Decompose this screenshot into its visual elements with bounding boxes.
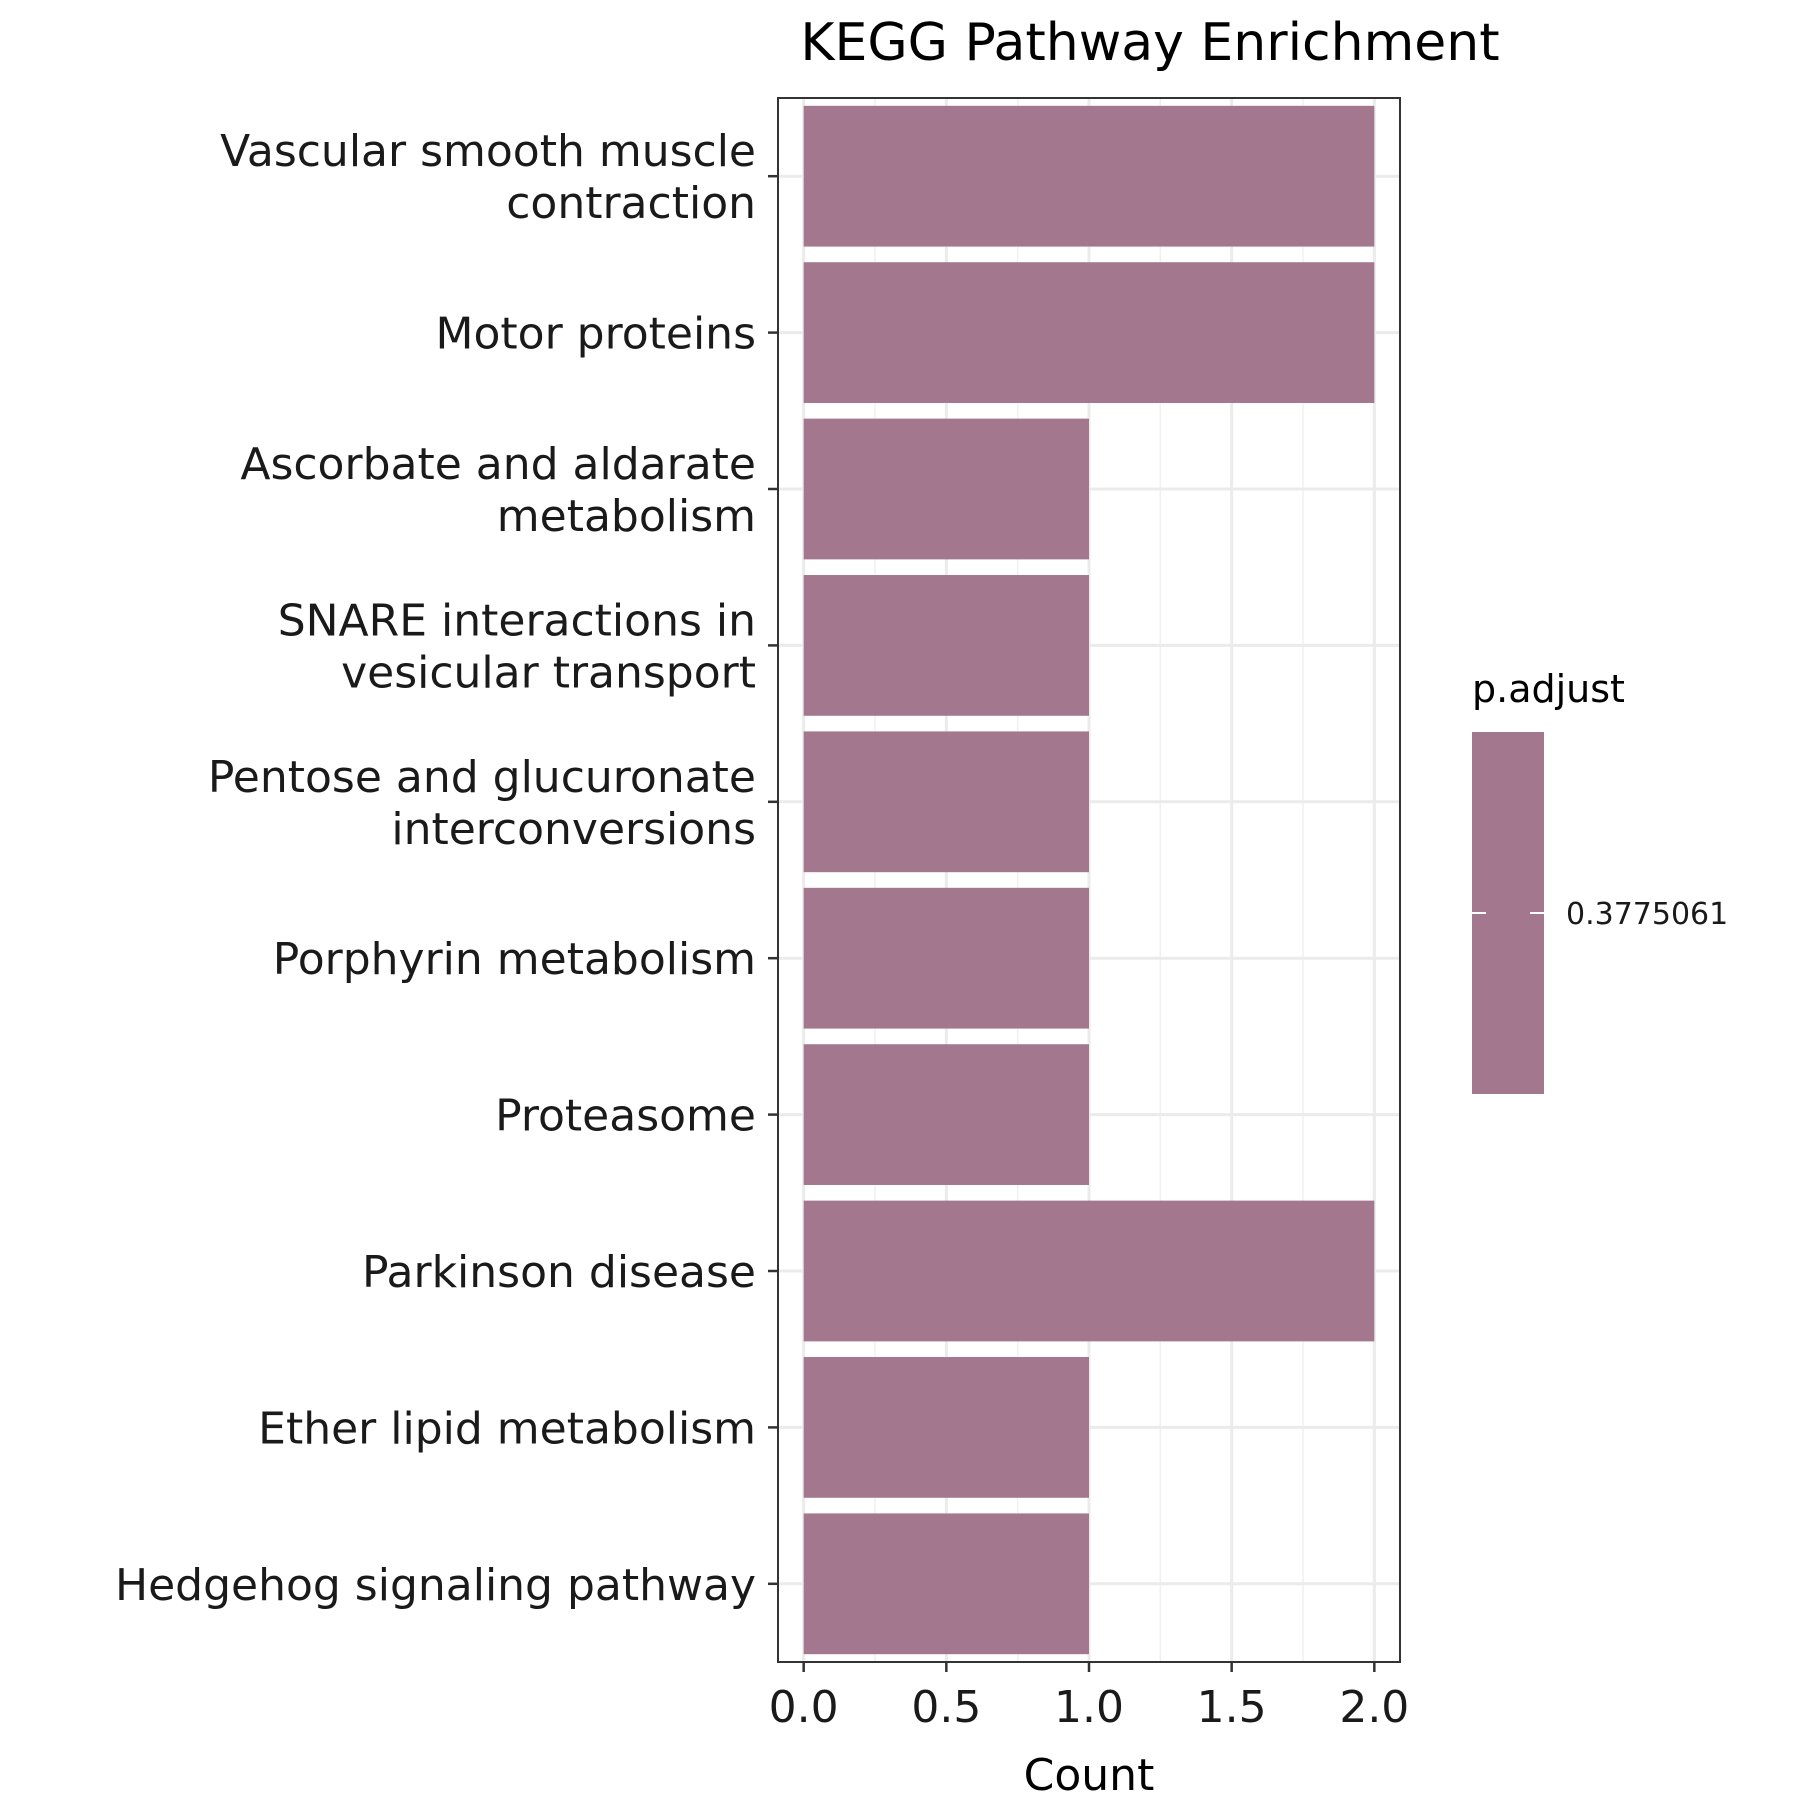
category-label: Ascorbate and aldarate metabolism [240,439,756,542]
bar [803,1200,1375,1342]
bar [803,105,1375,247]
category-label: Proteasome [495,1091,756,1142]
x-tick-label: 1.0 [1054,1682,1124,1733]
x-tick-label: 0.0 [769,1682,839,1733]
x-tick-label: 2.0 [1339,1682,1409,1733]
x-axis: 0.0 0.5 1.0 1.5 2.0 [769,1662,1409,1733]
legend: p.adjust 0.3775061 [1472,667,1728,1094]
category-label: Parkinson disease [362,1247,756,1298]
category-label: Motor proteins [436,309,756,360]
category-label: Ether lipid metabolism [258,1403,756,1454]
y-axis: Vascular smooth muscle contraction Motor p… [115,126,778,1611]
bar [803,1357,1089,1498]
bars [803,105,1375,1655]
bar [803,887,1089,1029]
category-label: Pentose and glucuronate interconversions [208,752,756,855]
bar [803,418,1089,560]
category-label: Hedgehog signaling pathway [115,1560,756,1611]
chart-title: KEGG Pathway Enrichment [800,13,1499,73]
bar [803,1513,1089,1655]
bar [803,731,1089,873]
category-label: SNARE interactions in vesicular transport [278,595,756,698]
category-label: Porphyrin metabolism [273,934,756,985]
x-tick-label: 0.5 [911,1682,981,1733]
bar [803,575,1089,716]
legend-title: p.adjust [1472,667,1625,711]
x-axis-title: Count [1024,1750,1155,1800]
bar [803,262,1375,403]
legend-label: 0.3775061 [1566,897,1728,932]
x-tick-label: 1.5 [1197,1682,1267,1733]
category-label: Vascular smooth muscle contraction [220,126,756,229]
bar [803,1044,1089,1185]
